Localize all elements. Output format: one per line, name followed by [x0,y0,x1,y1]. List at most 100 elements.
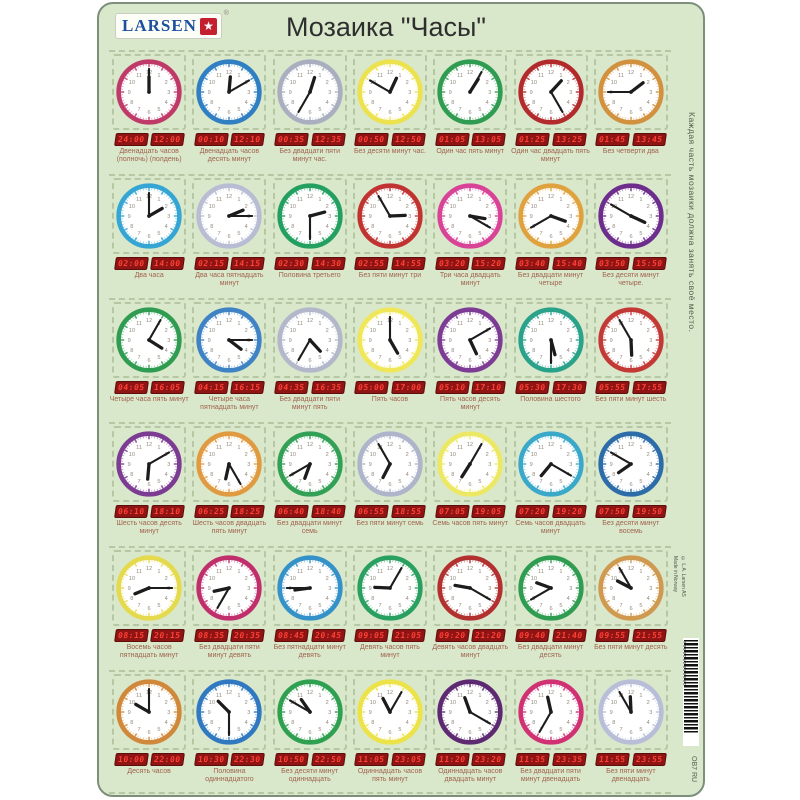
digital-time-24h: 04:35 [274,381,309,394]
svg-text:7: 7 [298,479,301,485]
svg-text:10: 10 [129,204,135,210]
puzzle-piece-outline: 123456789101112 [593,674,668,750]
puzzle-piece-outline: 123456789101112 [112,54,187,130]
svg-text:9: 9 [609,462,612,468]
svg-text:6: 6 [549,730,552,736]
digital-time-12h: 20:35 [230,629,265,642]
svg-text:4: 4 [245,720,248,726]
svg-text:6: 6 [469,606,472,612]
svg-text:8: 8 [371,348,374,354]
svg-text:9: 9 [288,90,291,96]
svg-text:3: 3 [649,586,652,592]
svg-text:4: 4 [406,348,409,354]
svg-text:9: 9 [609,586,612,592]
svg-text:6: 6 [388,234,391,240]
svg-text:5: 5 [479,603,482,609]
svg-text:10: 10 [370,700,376,706]
svg-text:3: 3 [328,586,331,592]
svg-text:2: 2 [566,576,569,582]
time-caption: Без пяти минут три [358,272,422,279]
svg-text:2: 2 [245,700,248,706]
analog-clock: 123456789101112 [517,307,584,373]
svg-text:4: 4 [325,100,328,106]
svg-text:9: 9 [449,462,452,468]
svg-text:3: 3 [569,338,572,344]
time-caption: Без пятнадцати минут девять [273,644,346,660]
puzzle-piece-outline: 123456789101112 [272,178,347,254]
svg-text:7: 7 [459,727,462,733]
svg-text:12: 12 [628,690,634,696]
svg-text:11: 11 [457,321,463,327]
svg-text:6: 6 [388,606,391,612]
puzzle-piece-outline: 123456789101112 [593,54,668,130]
svg-text:3: 3 [167,90,170,96]
copyright-text: © L.A. Larsen AS Made in Norway [671,556,687,597]
svg-text:8: 8 [612,224,615,230]
puzzle-piece-outline: 123456789101112 [513,302,588,378]
svg-text:4: 4 [165,224,168,230]
digital-time-pair: 03:40 15:40 [515,257,587,270]
svg-text:4: 4 [165,472,168,478]
digital-time-24h: 08:45 [274,629,309,642]
svg-text:8: 8 [371,224,374,230]
svg-text:3: 3 [408,338,411,344]
svg-text:7: 7 [459,603,462,609]
svg-text:7: 7 [218,355,221,361]
svg-text:4: 4 [406,224,409,230]
svg-text:3: 3 [569,90,572,96]
puzzle-piece-outline: 123456789101112 [352,178,427,254]
svg-text:3: 3 [248,586,251,592]
svg-text:12: 12 [467,690,473,696]
digital-time-12h: 19:50 [631,505,667,518]
digital-time-pair: 07:50 19:50 [595,505,667,518]
svg-text:8: 8 [452,720,455,726]
svg-text:2: 2 [406,700,409,706]
svg-text:6: 6 [388,358,391,364]
digital-time-pair: 08:45 20:45 [274,629,346,642]
svg-text:11: 11 [457,73,463,79]
digital-time-12h: 17:30 [551,381,587,394]
